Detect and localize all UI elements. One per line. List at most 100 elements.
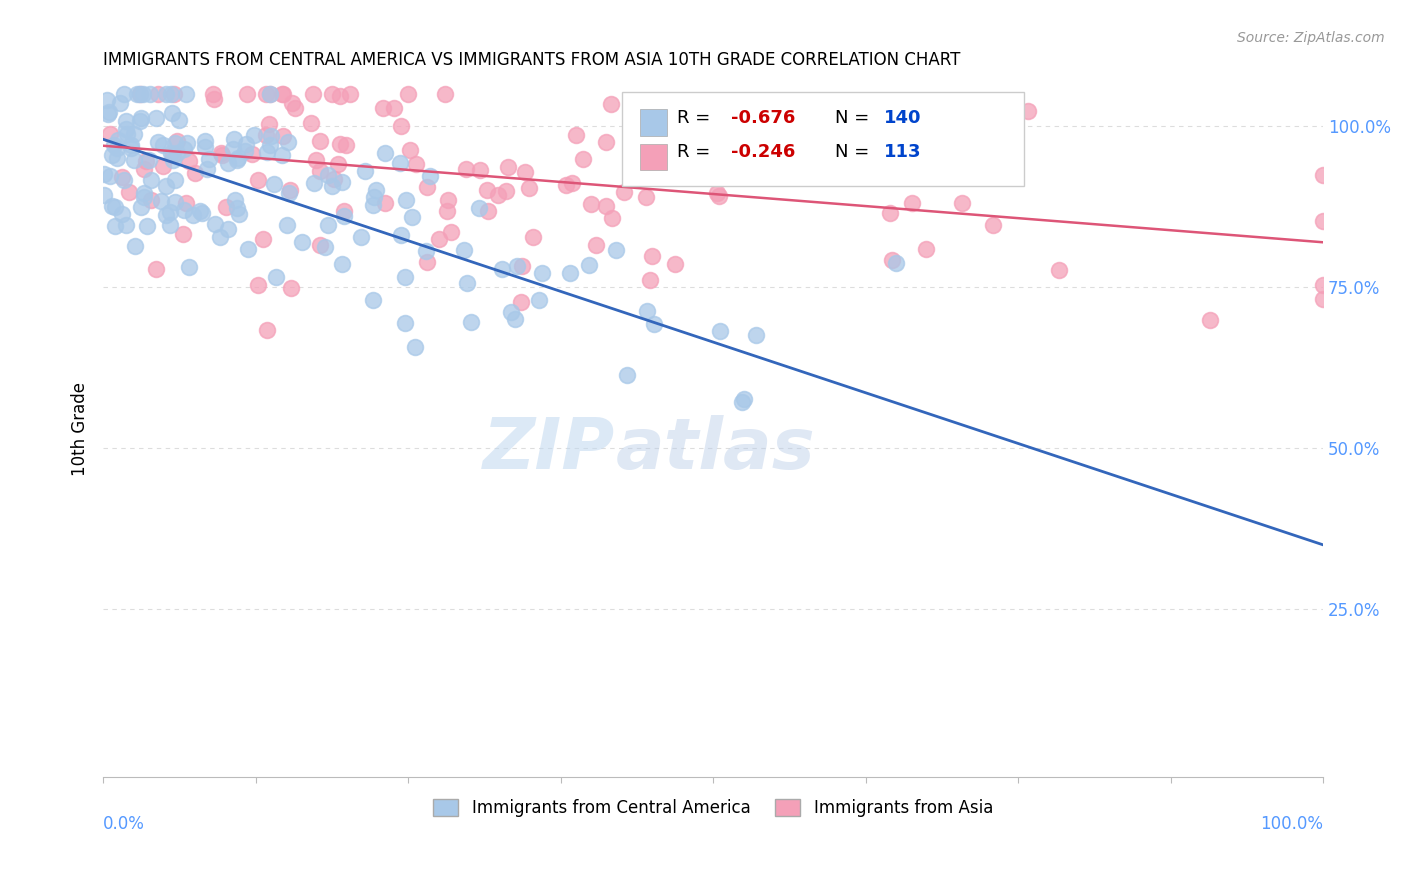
Point bbox=[302, 176, 325, 190]
Point bbox=[706, 186, 728, 200]
Point bbox=[160, 106, 183, 120]
Point bbox=[1312, 213, 1334, 227]
Point bbox=[222, 142, 245, 156]
Point bbox=[235, 137, 257, 152]
Point bbox=[498, 161, 520, 175]
Point bbox=[394, 270, 416, 285]
Point bbox=[884, 256, 907, 270]
Point bbox=[399, 144, 422, 158]
Text: Source: ZipAtlas.com: Source: ZipAtlas.com bbox=[1237, 31, 1385, 45]
Point bbox=[643, 155, 665, 169]
Point bbox=[271, 87, 294, 102]
Point bbox=[291, 235, 314, 249]
Point bbox=[145, 111, 167, 125]
Legend: Immigrants from Central America, Immigrants from Asia: Immigrants from Central America, Immigra… bbox=[426, 792, 1000, 824]
Point bbox=[284, 101, 307, 115]
Point bbox=[111, 169, 134, 184]
Point bbox=[173, 202, 195, 217]
Point bbox=[454, 161, 477, 176]
Point bbox=[247, 172, 270, 186]
Point bbox=[174, 87, 197, 102]
Point bbox=[374, 146, 396, 161]
Point bbox=[605, 244, 627, 258]
Point bbox=[503, 311, 526, 326]
Point bbox=[475, 183, 498, 197]
Point bbox=[880, 253, 903, 268]
Point bbox=[641, 249, 664, 263]
Point bbox=[467, 201, 489, 215]
Point bbox=[243, 128, 266, 142]
Point bbox=[733, 392, 755, 407]
Text: R =: R = bbox=[676, 144, 716, 161]
Point bbox=[271, 87, 294, 102]
Point bbox=[361, 293, 384, 307]
Point bbox=[167, 112, 190, 127]
Point bbox=[202, 92, 225, 106]
Point bbox=[309, 238, 332, 252]
Point bbox=[98, 169, 121, 184]
Point bbox=[329, 88, 352, 103]
Point bbox=[97, 107, 120, 121]
Point bbox=[595, 136, 617, 150]
Point bbox=[209, 230, 232, 244]
Point bbox=[233, 145, 256, 159]
Point bbox=[326, 157, 349, 171]
Text: 140: 140 bbox=[884, 109, 921, 127]
Point bbox=[217, 222, 239, 236]
Point bbox=[270, 147, 292, 161]
Point bbox=[93, 167, 115, 181]
Point bbox=[616, 368, 638, 383]
Point bbox=[198, 153, 221, 167]
Point bbox=[339, 87, 361, 102]
Point bbox=[416, 179, 439, 194]
Point bbox=[394, 193, 416, 207]
Point bbox=[277, 136, 299, 150]
Point bbox=[226, 201, 249, 215]
Point bbox=[115, 114, 138, 128]
Point bbox=[308, 134, 330, 148]
Point bbox=[256, 145, 278, 159]
Point bbox=[388, 156, 411, 170]
Point bbox=[664, 257, 686, 271]
Point bbox=[135, 154, 157, 169]
Text: -0.246: -0.246 bbox=[731, 144, 796, 161]
Point bbox=[98, 104, 121, 119]
Point bbox=[254, 128, 277, 142]
Point bbox=[240, 146, 263, 161]
Point bbox=[643, 317, 665, 331]
Point bbox=[366, 182, 388, 196]
Point bbox=[634, 190, 657, 204]
Point bbox=[139, 193, 162, 207]
Point bbox=[127, 87, 149, 102]
Point bbox=[302, 87, 325, 102]
Point bbox=[152, 138, 174, 153]
Point bbox=[122, 127, 145, 141]
Point bbox=[135, 219, 157, 233]
Text: 0.0%: 0.0% bbox=[103, 815, 145, 833]
Point bbox=[129, 87, 152, 102]
Point bbox=[146, 87, 169, 102]
Point bbox=[263, 178, 285, 192]
Point bbox=[165, 195, 187, 210]
Point bbox=[561, 177, 583, 191]
Text: 100.0%: 100.0% bbox=[1260, 815, 1323, 833]
Text: N =: N = bbox=[835, 144, 875, 161]
Point bbox=[495, 184, 517, 198]
Point bbox=[437, 193, 460, 207]
Point bbox=[132, 186, 155, 201]
Point bbox=[839, 169, 862, 183]
Point bbox=[314, 240, 336, 254]
Point bbox=[436, 203, 458, 218]
Point bbox=[527, 293, 550, 308]
Point bbox=[281, 96, 304, 111]
Point bbox=[162, 153, 184, 168]
Point bbox=[299, 116, 322, 130]
Point bbox=[160, 146, 183, 161]
Point bbox=[709, 324, 731, 338]
Point bbox=[146, 136, 169, 150]
Point bbox=[486, 188, 509, 202]
Point bbox=[138, 153, 160, 168]
Point bbox=[429, 232, 451, 246]
Point bbox=[177, 260, 200, 274]
Point bbox=[745, 328, 768, 343]
